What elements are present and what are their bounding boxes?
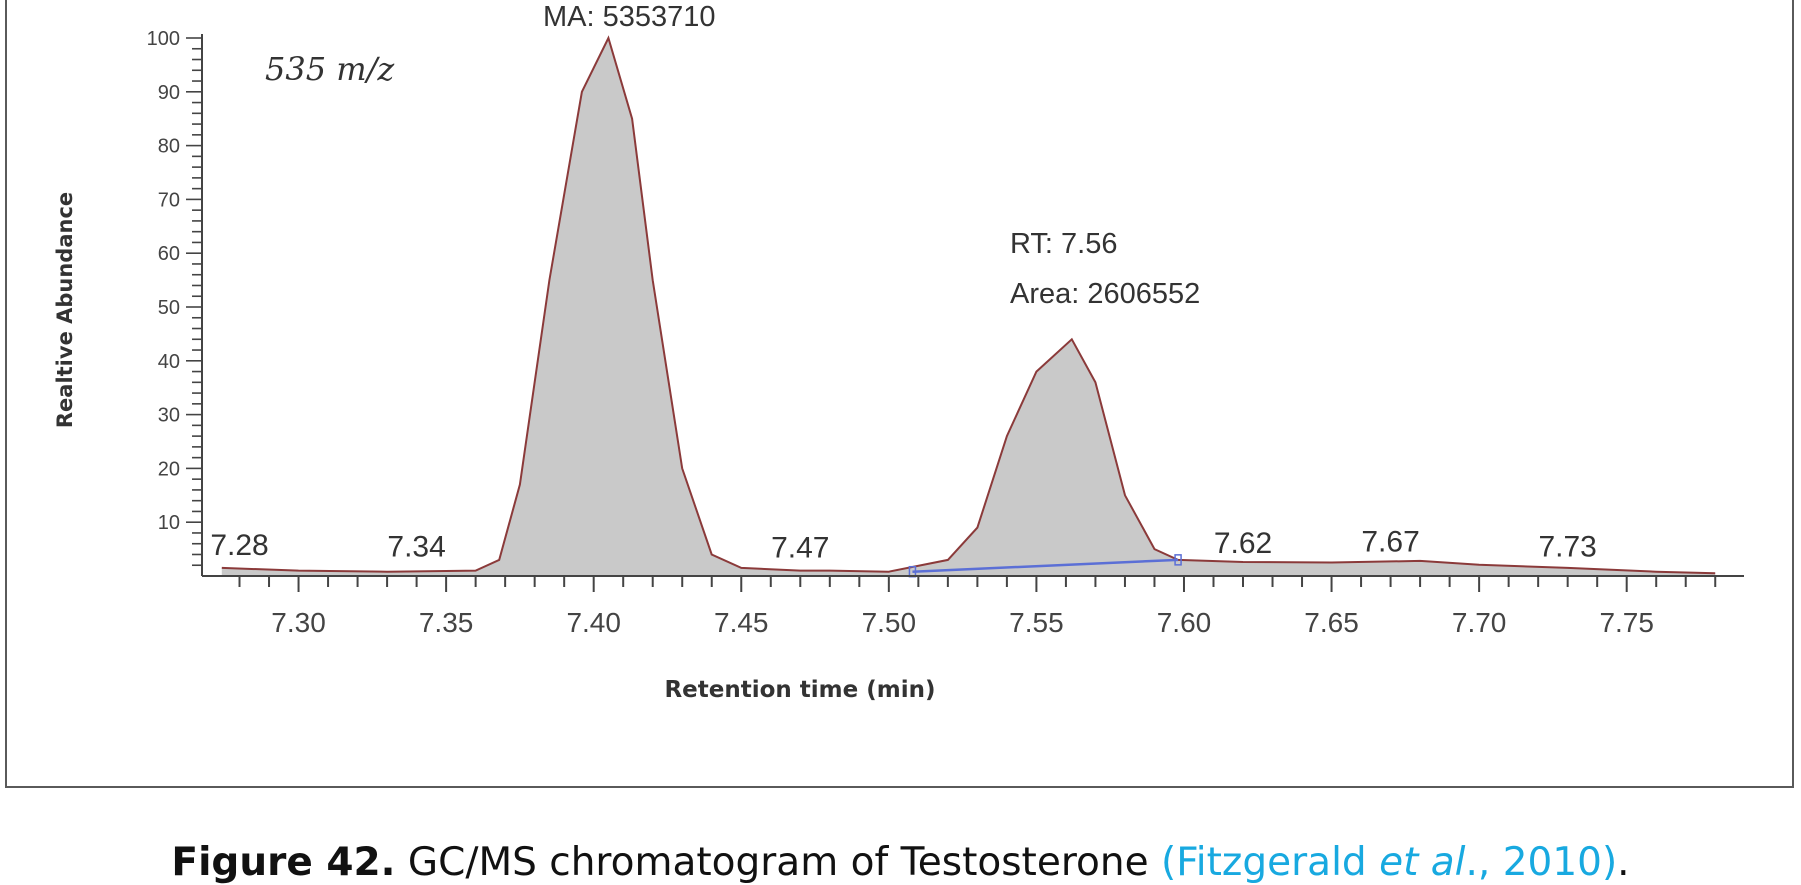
chromatogram-chart: 7.30 7.35 7.40 7.45 7.50 7.55 7.60 7.65 7.70 7.75… — [53, 1, 1744, 703]
y-tick-label: 30 — [158, 405, 180, 427]
x-tick-label: 7.45 — [714, 607, 769, 638]
citation-year: ., 2010) — [1465, 840, 1618, 885]
peak2-rt-annotation: RT: 7.56 — [1010, 228, 1117, 260]
y-tick-label: 60 — [158, 243, 180, 265]
y-tick-label: 10 — [158, 512, 180, 534]
rt-peak-label: 7.73 — [1538, 530, 1596, 563]
peak1-area-annotation: MA: 5353710 — [543, 1, 716, 33]
y-tick-label: 70 — [158, 189, 180, 211]
figure-frame — [5, 0, 1794, 788]
caption-text: GC/MS chromatogram of Testosterone — [395, 840, 1161, 885]
x-tick-label: 7.60 — [1157, 607, 1212, 638]
baseline-end-marker — [1174, 554, 1182, 566]
rt-peak-label: 7.34 — [387, 530, 445, 563]
x-tick-label: 7.75 — [1599, 607, 1654, 638]
peak2-area-annotation: Area: 2606552 — [1010, 278, 1200, 310]
y-tick-label: 100 — [147, 28, 180, 50]
chromatogram-fill — [221, 38, 1716, 576]
x-tick-label: 7.50 — [862, 607, 917, 638]
x-tick-label: 7.65 — [1304, 607, 1359, 638]
y-axis-label: Realtive Abundance — [53, 192, 77, 428]
y-tick-label: 90 — [158, 82, 180, 104]
citation-author: (Fitzgerald — [1160, 840, 1380, 885]
caption-citation[interactable]: (Fitzgerald et al., 2010) — [1161, 840, 1617, 885]
y-tick-label: 80 — [158, 136, 180, 158]
x-tick-label: 7.30 — [271, 607, 326, 638]
x-tick-label: 7.70 — [1452, 607, 1507, 638]
rt-peak-label: 7.62 — [1214, 527, 1272, 560]
y-tick-label: 50 — [158, 297, 180, 319]
caption-label: Figure 42. — [171, 840, 396, 885]
rt-peak-label: 7.28 — [210, 529, 268, 562]
y-tick-label: 40 — [158, 351, 180, 373]
x-axis-label: Retention time (min) — [664, 677, 935, 703]
x-tick-label: 7.55 — [1009, 607, 1064, 638]
caption-end: . — [1617, 840, 1630, 885]
rt-peak-label: 7.67 — [1361, 525, 1419, 558]
x-tick-label: 7.35 — [419, 607, 474, 638]
mz-label: 535 m/z — [265, 50, 395, 88]
integration-baseline — [912, 558, 1179, 573]
figure-caption: Figure 42. GC/MS chromatogram of Testost… — [0, 840, 1801, 885]
citation-etal: et al — [1379, 840, 1466, 885]
y-tick-label: 20 — [158, 458, 180, 480]
chromatogram-trace — [221, 35, 1716, 575]
x-tick-label: 7.40 — [566, 607, 621, 638]
rt-peak-label: 7.47 — [771, 531, 829, 564]
